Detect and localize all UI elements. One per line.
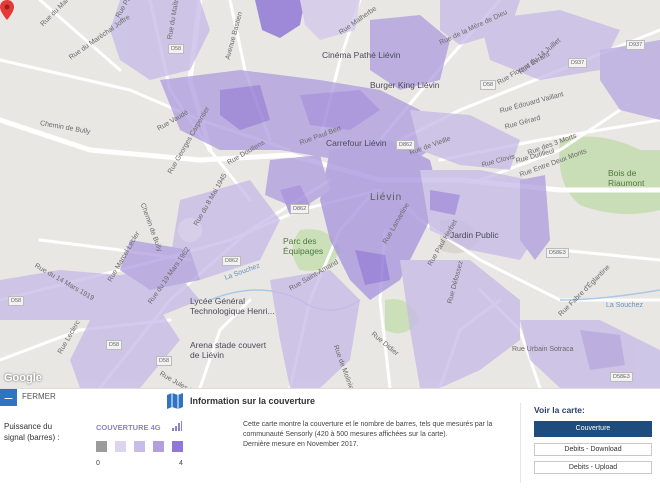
swatch-2 — [134, 441, 145, 452]
swatch-4 — [172, 441, 183, 452]
road-shield: D58 — [168, 44, 185, 54]
road-shield: D58E3 — [610, 372, 633, 382]
road-shield: D937 — [626, 40, 646, 50]
close-button[interactable]: – — [0, 389, 17, 406]
poi-parc[interactable]: Parc des Équipages — [283, 236, 324, 256]
scale-max: 4 — [179, 460, 183, 467]
close-label[interactable]: FERMER — [22, 392, 56, 401]
coverage-button[interactable]: Couverture — [534, 421, 652, 437]
info-title: Information sur la couverture — [190, 396, 316, 406]
poi-lycee[interactable]: Lycée Général Technologique Henri... — [190, 296, 275, 316]
signal-bars-icon — [172, 421, 182, 431]
road-shield: D862 — [396, 140, 416, 150]
poi-arena[interactable]: Arena stade couvert de Liévin — [190, 340, 267, 360]
street-label: Rue Urbain Sotraca — [512, 346, 574, 353]
road-shield: D58 — [480, 80, 497, 90]
coverage-type-title: COUVERTURE 4G — [96, 423, 161, 432]
divider — [520, 403, 521, 483]
google-logo: Google — [4, 372, 42, 384]
coverage-overlay — [0, 0, 660, 388]
signal-strength-label: Puissance du signal (barres) : — [4, 422, 60, 442]
poi-cinema[interactable]: Cinéma Pathé Liévin — [322, 50, 401, 60]
download-speed-button[interactable]: Debits - Download — [534, 443, 652, 456]
road-shield: D937 — [568, 58, 588, 68]
poi-jardin[interactable]: Jardin Public — [450, 230, 499, 240]
road-shield: D862 — [222, 256, 242, 266]
road-shield: D58 — [8, 296, 25, 306]
park-bois-riaumont — [559, 136, 660, 214]
swatch-3 — [153, 441, 164, 452]
road-shield: D58 — [106, 340, 123, 350]
map-canvas — [0, 0, 660, 388]
map-icon — [167, 393, 183, 409]
road-shield: D58 — [156, 356, 173, 366]
poi-burger-king[interactable]: Burger King Liévin — [370, 80, 440, 90]
coverage-info-panel: – FERMER Information sur la couverture P… — [0, 388, 660, 489]
city-label: Liévin — [370, 192, 403, 203]
poi-carrefour[interactable]: Carrefour Liévin — [326, 138, 387, 148]
road-shield: D58E3 — [546, 248, 569, 258]
poi-bois[interactable]: Bois de Riaumont — [608, 168, 645, 188]
road-shield: D862 — [290, 204, 310, 214]
scale-min: 0 — [96, 460, 100, 467]
coverage-map[interactable]: Rue du Maréchal Foch Rue du Maréchal Jof… — [0, 0, 660, 388]
location-pin-icon[interactable] — [0, 0, 14, 20]
coverage-description: Cette carte montre la couverture et le n… — [243, 421, 493, 448]
see-map-heading: Voir la carte: — [534, 405, 585, 415]
river-label: La Souchez — [606, 302, 643, 309]
swatch-0 — [96, 441, 107, 452]
swatch-1 — [115, 441, 126, 452]
upload-speed-button[interactable]: Debits - Upload — [534, 461, 652, 474]
